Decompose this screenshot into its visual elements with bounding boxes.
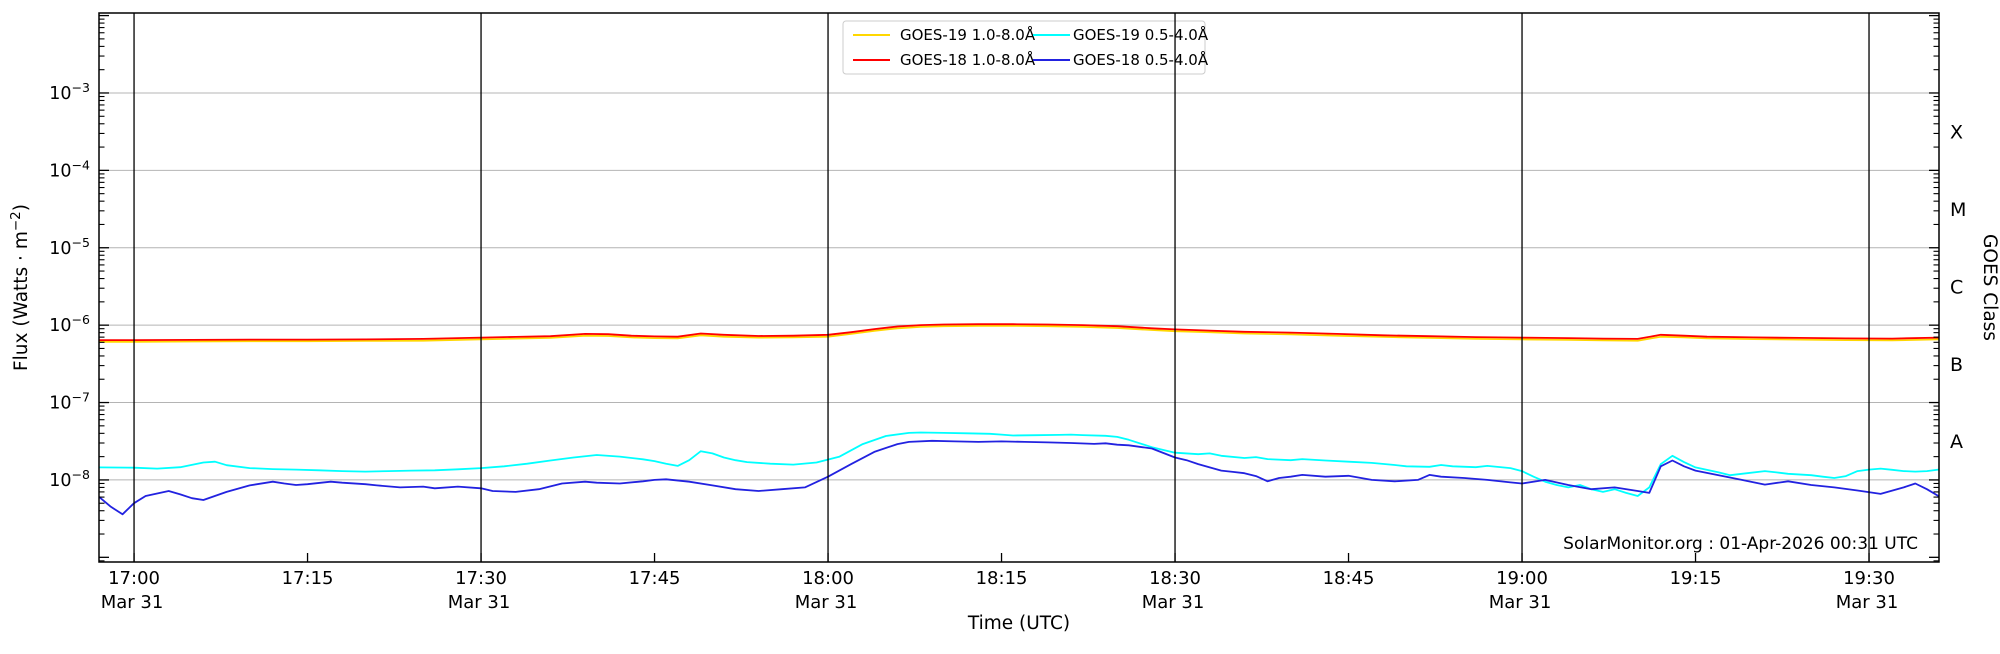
series-line-goes18-short [99, 439, 1939, 516]
legend-label-goes18-long: GOES-18 1.0-8.0Å [900, 50, 1036, 69]
x-axis-tick-label: 18:00 [802, 568, 854, 589]
y-axis-tick-label: 10−6 [49, 312, 90, 336]
x-axis-date-label: Mar 31 [101, 592, 164, 613]
y-axis-tick-label: 10−4 [49, 157, 90, 181]
x-axis-tick-label: 18:15 [976, 568, 1028, 589]
x-axis-tick-label: 19:00 [1496, 568, 1548, 589]
y-tick-mantissa: 10 [49, 161, 71, 181]
x-axis-date-label: Mar 31 [1142, 592, 1205, 613]
series-group [99, 323, 1939, 516]
y-tick-mantissa: 10 [49, 471, 71, 491]
legend-box [842, 20, 1206, 75]
x-axis-tick-label: 19:30 [1843, 568, 1895, 589]
y-axis-tick-label: 10−5 [49, 235, 90, 259]
series-line-goes19-short [99, 431, 1939, 497]
y-axis-title: Flux (Watts · m−2) [8, 204, 32, 371]
y-tick-exponent: −7 [72, 390, 90, 405]
y-tick-mantissa: 10 [49, 239, 71, 259]
y-tick-exponent: −3 [72, 80, 90, 95]
goes-class-label: C [1950, 276, 1963, 298]
legend-label-goes19-short: GOES-19 0.5-4.0Å [1073, 25, 1209, 44]
y-title-close: ) [11, 204, 32, 211]
legend-label-goes19-long: GOES-19 1.0-8.0Å [900, 25, 1036, 44]
x-axis-title: Time (UTC) [967, 613, 1070, 634]
x-axis-tick-label: 18:45 [1323, 568, 1375, 589]
y-tick-exponent: −4 [72, 157, 90, 172]
y-tick-exponent: −5 [72, 235, 90, 250]
x-axis-date-label: Mar 31 [795, 592, 858, 613]
legend-label-goes18-short: GOES-18 0.5-4.0Å [1073, 50, 1209, 69]
goes-class-label: B [1950, 354, 1963, 376]
y-tick-exponent: −8 [72, 467, 90, 482]
x-axis-tick-label: 18:30 [1149, 568, 1201, 589]
goes-class-label: A [1950, 431, 1963, 453]
goes-class-label: M [1950, 199, 1966, 221]
y-title-base: Flux (Watts · m [11, 231, 32, 371]
y-axis-tick-label: 10−3 [49, 80, 90, 104]
y-tick-mantissa: 10 [49, 394, 71, 414]
x-axis-tick-label: 17:00 [108, 568, 160, 589]
y-axis-tick-label: 10−8 [49, 467, 90, 491]
x-axis-date-label: Mar 31 [1836, 592, 1899, 613]
y-tick-exponent: −6 [72, 312, 90, 327]
x-axis-tick-label: 17:30 [455, 568, 507, 589]
series-line-goes18-long [99, 323, 1939, 342]
y-tick-mantissa: 10 [49, 316, 71, 336]
y-tick-mantissa: 10 [49, 84, 71, 104]
right-axis-title: GOES Class [1979, 234, 2000, 341]
x-axis-tick-label: 19:15 [1670, 568, 1722, 589]
y-title-sup: −2 [8, 211, 24, 231]
x-axis-date-label: Mar 31 [448, 592, 511, 613]
series-line-goes19-long [99, 324, 1939, 343]
source-annotation: SolarMonitor.org : 01-Apr-2026 00:31 UTC [1563, 534, 1918, 554]
plot-frame [98, 12, 1940, 563]
goes-class-label: X [1950, 122, 1963, 144]
x-axis-tick-label: 17:15 [282, 568, 334, 589]
x-axis-date-label: Mar 31 [1489, 592, 1552, 613]
x-axis-tick-label: 17:45 [629, 568, 681, 589]
y-axis-tick-label: 10−7 [49, 390, 90, 414]
